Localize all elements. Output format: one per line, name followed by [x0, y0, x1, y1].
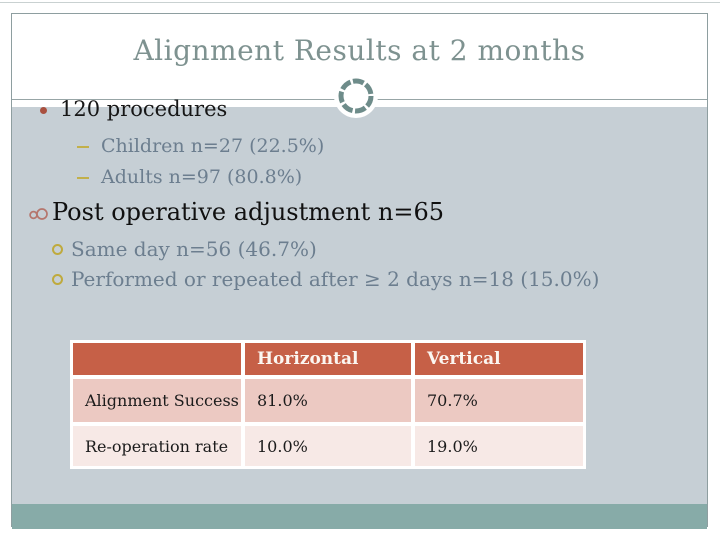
circle-bullet-icon: [52, 274, 63, 285]
bullet-line-same-day: Same day n=56 (46.7%): [52, 237, 317, 261]
bullet-line-post-operative: Post operative adjustment n=65: [28, 198, 444, 226]
bullet-line-children: Children n=27 (22.5%): [77, 135, 324, 157]
bullet-line-performed-repeated: Performed or repeated after ≥ 2 days n=1…: [52, 267, 599, 291]
bullet-text: Children n=27 (22.5%): [101, 135, 325, 157]
circle-bullet-icon: [52, 244, 63, 255]
table-cell: 19.0%: [415, 426, 583, 466]
bullet-text: Post operative adjustment n=65: [52, 198, 445, 226]
circle-ornament-icon: [334, 74, 378, 118]
dash-bullet-icon: [77, 146, 89, 148]
table-header-vertical: Vertical: [415, 343, 583, 375]
bullet-text: 120 procedures: [60, 97, 228, 121]
dot-bullet-icon: [40, 107, 47, 114]
bullet-text: Adults n=97 (80.8%): [101, 166, 303, 188]
table-header-empty: [73, 343, 241, 375]
table-cell: 81.0%: [245, 379, 411, 422]
slide-title: Alignment Results at 2 months: [133, 34, 586, 67]
double-loop-bullet-icon: [29, 208, 48, 220]
table-header-horizontal: Horizontal: [245, 343, 411, 375]
table-row-label: Re-operation rate: [73, 426, 241, 466]
footer-accent-band: [12, 504, 707, 529]
table-row-label: Alignment Success: [73, 379, 241, 422]
bullet-text: Same day n=56 (46.7%): [71, 237, 317, 261]
bullet-line-adults: Adults n=97 (80.8%): [77, 166, 302, 188]
bullet-line-procedures: 120 procedures: [40, 97, 227, 121]
table-cell: 70.7%: [415, 379, 583, 422]
top-rule: [0, 2, 720, 3]
dash-bullet-icon: [77, 177, 89, 179]
slide-canvas: Alignment Results at 2 months 120 proced…: [11, 13, 708, 529]
bullet-text: Performed or repeated after ≥ 2 days n=1…: [71, 267, 600, 291]
table-cell: 10.0%: [245, 426, 411, 466]
results-table: Horizontal Vertical Alignment Success 81…: [70, 340, 586, 469]
